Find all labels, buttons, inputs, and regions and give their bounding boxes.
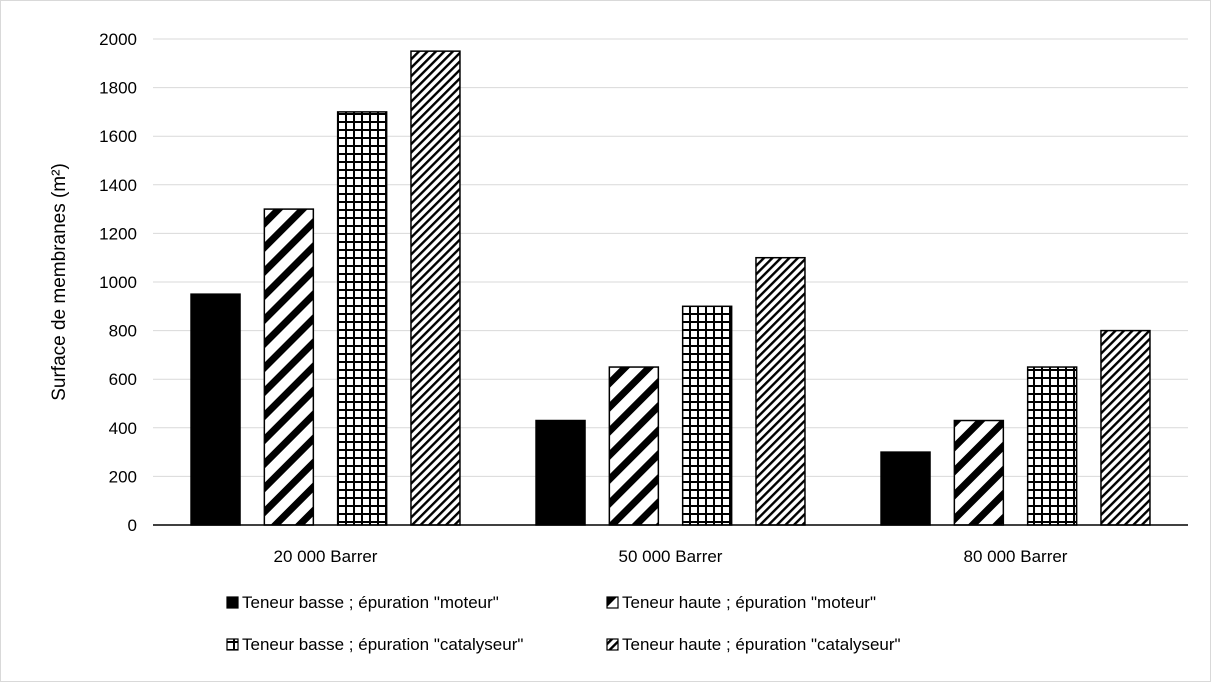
bar (336, 111, 388, 526)
y-axis-ticks: 0 200 400 600 800 1000 1200 1400 1600 1800 2000 (99, 30, 137, 535)
bar (535, 419, 586, 526)
x-category-label: 50 000 Barrer (619, 547, 723, 566)
bar (681, 305, 733, 526)
legend-entry: Teneur basse ; épuration "catalyseur" (242, 635, 523, 654)
gridlines (153, 38, 1188, 477)
y-tick-label: 1400 (99, 176, 137, 195)
y-tick-label: 2000 (99, 30, 137, 49)
legend-entry: Teneur haute ; épuration "moteur" (622, 593, 876, 612)
y-axis-label: Surface de membranes (m²) (49, 163, 70, 401)
x-category-label: 20 000 Barrer (274, 547, 378, 566)
x-category-label: 80 000 Barrer (964, 547, 1068, 566)
category-labels: 20 000 Barrer 50 000 Barrer 80 000 Barrer (274, 547, 1068, 566)
legend-entry: Teneur basse ; épuration "moteur" (242, 593, 499, 612)
legend-swatch (226, 638, 239, 651)
y-tick-label: 1000 (99, 273, 137, 292)
bar (190, 293, 241, 526)
bar (1026, 366, 1078, 526)
bar (1100, 329, 1151, 526)
bars (190, 50, 1151, 526)
y-tick-label: 1200 (99, 224, 137, 243)
bar (410, 50, 461, 526)
bar (263, 208, 315, 526)
y-tick-label: 1800 (99, 79, 137, 98)
y-tick-label: 0 (128, 516, 137, 535)
bar (880, 451, 931, 526)
y-tick-label: 1600 (99, 127, 137, 146)
bar (953, 419, 1005, 526)
y-tick-label: 600 (109, 370, 137, 389)
legend-entry: Teneur haute ; épuration "catalyseur" (622, 635, 901, 654)
y-tick-label: 800 (109, 322, 137, 341)
legend-swatch (606, 638, 619, 651)
y-tick-label: 200 (109, 467, 137, 486)
bar (755, 256, 806, 526)
bar (608, 366, 660, 526)
legend: Teneur basse ; épuration "moteur" Teneur … (226, 593, 901, 654)
y-tick-label: 400 (109, 419, 137, 438)
legend-swatch (226, 596, 239, 609)
legend-swatch (606, 596, 619, 609)
